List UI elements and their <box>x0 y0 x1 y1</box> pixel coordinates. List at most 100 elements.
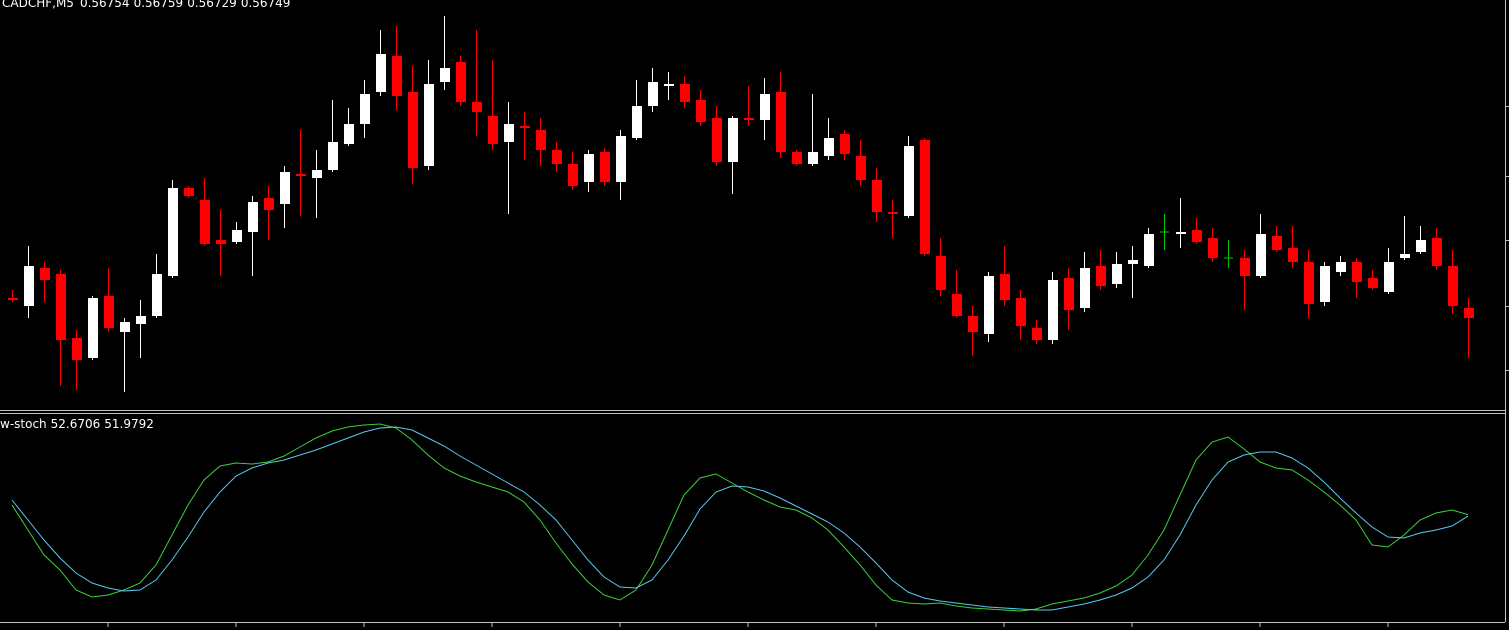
candle-body <box>1032 328 1042 340</box>
candle-body <box>584 154 594 182</box>
symbol: CADCHF,M5 <box>2 0 74 10</box>
indicator-line <box>11 426 1469 611</box>
candle-body <box>792 152 802 164</box>
candle-body <box>344 124 354 144</box>
candle-body <box>1416 240 1426 252</box>
candle-body <box>1432 238 1442 266</box>
candle-body <box>456 62 466 102</box>
candle-body <box>24 266 34 306</box>
candle-body <box>1320 266 1330 302</box>
candle-body <box>1288 248 1298 262</box>
candle-body <box>536 130 546 150</box>
candle-body <box>296 174 306 176</box>
candle-body <box>600 152 610 182</box>
candle-body <box>1304 262 1314 304</box>
candle-body <box>1096 266 1106 286</box>
candle-body <box>1112 264 1122 284</box>
candle-body <box>1000 274 1010 300</box>
candle-body <box>648 82 658 106</box>
candle-body <box>1208 238 1218 258</box>
candle-body <box>184 188 194 196</box>
candle-body <box>40 268 50 280</box>
candle-body <box>8 298 18 300</box>
main-value: 52.6706 <box>51 417 101 431</box>
indicator-line <box>11 423 1469 612</box>
candle-body <box>1016 298 1026 326</box>
candle-body <box>840 134 850 154</box>
candle-body <box>328 142 338 170</box>
candle-body <box>696 100 706 122</box>
candle-body <box>520 126 530 128</box>
candle-body <box>1048 280 1058 340</box>
candle-body <box>888 212 898 214</box>
candle-body <box>424 84 434 166</box>
low-value: 0.56729 <box>187 0 237 10</box>
candle-body <box>1272 236 1282 250</box>
candle-body <box>952 294 962 316</box>
indicator-header: w-stoch 52.6706 51.9792 <box>0 417 154 431</box>
candle-body <box>312 170 322 178</box>
candle-body <box>136 316 146 324</box>
candle-body <box>168 188 178 276</box>
candle-body <box>56 274 66 340</box>
candle-body <box>632 106 642 138</box>
candle-body <box>984 276 994 334</box>
close-value: 0.56749 <box>241 0 291 10</box>
candle-body <box>376 54 386 92</box>
candle-body <box>232 230 242 242</box>
candle-body <box>776 92 786 152</box>
candle-body <box>1080 268 1090 308</box>
candle-body <box>88 298 98 358</box>
candle-body <box>680 84 690 102</box>
candle-body <box>1352 262 1362 282</box>
candle-body <box>1400 254 1410 258</box>
candle-body <box>1144 234 1154 266</box>
candle-body <box>920 140 930 254</box>
candle-body <box>744 118 754 120</box>
candle-body <box>552 150 562 164</box>
candle-body <box>248 202 258 232</box>
candle-body <box>904 146 914 216</box>
candle-body <box>1128 260 1138 264</box>
high-value: 0.56759 <box>134 0 184 10</box>
candle-body <box>488 116 498 144</box>
candle-body <box>408 92 418 168</box>
candle-body <box>1256 234 1266 276</box>
candle-body <box>856 156 866 180</box>
candle-body <box>152 274 162 316</box>
candle-body <box>1240 258 1250 276</box>
indicator-name: w-stoch <box>0 417 47 431</box>
candle-body <box>728 118 738 162</box>
candle-body <box>1368 278 1378 288</box>
candle-body <box>1336 262 1346 272</box>
candle-body <box>872 180 882 212</box>
candle-body <box>280 172 290 204</box>
signal-value: 51.9792 <box>104 417 154 431</box>
candle-body <box>360 94 370 124</box>
candle-body <box>440 68 450 82</box>
candle-body <box>120 322 130 332</box>
candle-body <box>216 240 226 244</box>
candle-body <box>264 198 274 210</box>
open-value: 0.56754 <box>80 0 130 10</box>
candle-body <box>712 118 722 162</box>
candle-body <box>1176 232 1186 234</box>
candle-body <box>472 102 482 112</box>
candle-body <box>504 124 514 142</box>
candle-body <box>824 138 834 156</box>
candle-body <box>968 316 978 332</box>
candle-body <box>616 136 626 182</box>
candle-body <box>104 296 114 328</box>
candle-body <box>392 56 402 96</box>
candle-body <box>1448 266 1458 306</box>
candle-body <box>808 152 818 164</box>
candle-body <box>1064 278 1074 310</box>
candle-body <box>1192 230 1202 242</box>
candle-body <box>760 94 770 120</box>
candle-body <box>72 338 82 360</box>
candle-body <box>200 200 210 244</box>
candle-body <box>1464 308 1474 318</box>
